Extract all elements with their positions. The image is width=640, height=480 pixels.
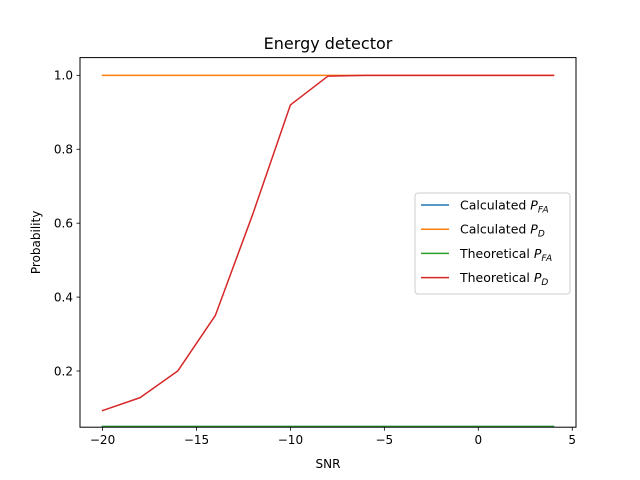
x-tick-label: −20	[90, 433, 115, 447]
y-axis: 0.2 0.4 0.6 0.8 1.0	[54, 69, 80, 378]
x-tick-label: 0	[474, 433, 482, 447]
x-tick-label: −10	[278, 433, 303, 447]
axes-frame	[79, 57, 577, 428]
x-axis: −20 −15 −10 −5 0 5	[90, 427, 576, 447]
plot-lines	[101, 74, 555, 428]
legend-label-2: Theoretical PFA	[459, 246, 552, 264]
y-tick-label: 0.8	[54, 143, 73, 157]
legend-label-1: Calculated PD	[460, 222, 545, 240]
x-tick-label: −5	[376, 433, 394, 447]
x-tick-label: −15	[184, 433, 209, 447]
x-tick-label: 5	[568, 433, 576, 447]
legend: Calculated PFA Calculated PD Theoretical P…	[414, 192, 571, 295]
legend-label-3: Theoretical PD	[459, 270, 548, 288]
y-tick-label: 0.4	[54, 290, 73, 304]
y-tick-label: 0.2	[54, 364, 73, 378]
legend-label-0: Calculated PFA	[460, 198, 549, 216]
x-axis-label: SNR	[316, 457, 341, 471]
legend-box	[414, 192, 571, 295]
series-line-3	[101, 74, 555, 412]
chart-title: Energy detector	[264, 34, 393, 53]
y-tick-label: 1.0	[54, 69, 73, 83]
y-tick-label: 0.6	[54, 216, 73, 230]
y-axis-label: Probability	[29, 211, 43, 274]
